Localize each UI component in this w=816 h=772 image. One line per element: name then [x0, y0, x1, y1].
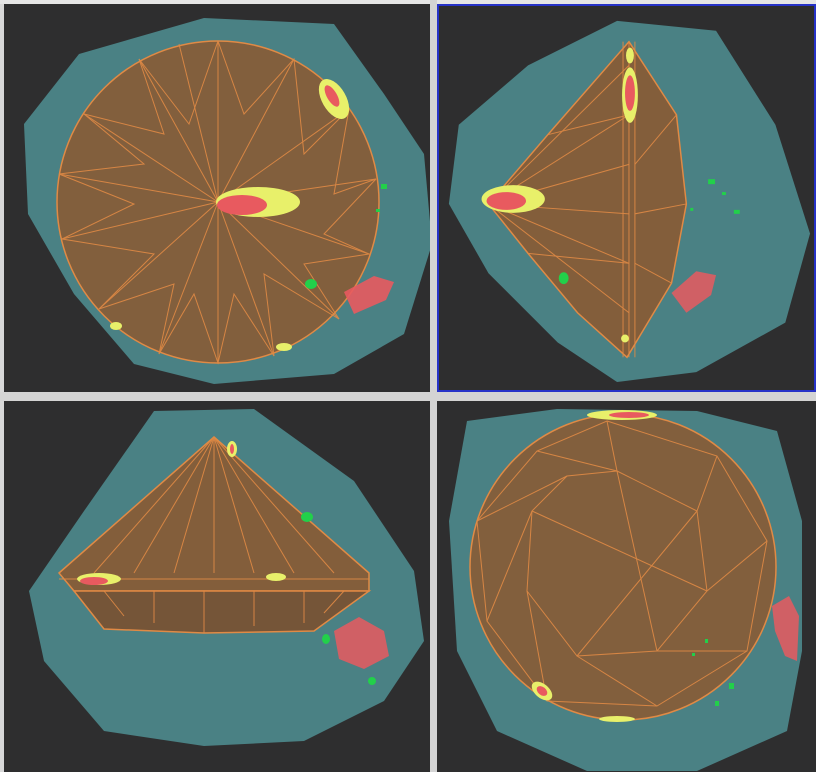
inclusion-green: [692, 639, 734, 706]
inclusion-green: [305, 184, 387, 289]
top-strip: [0, 0, 816, 4]
inclusion-green: [301, 512, 376, 685]
inclusion-red-cluster: [772, 596, 799, 661]
cut-gem-pavilion: [469, 413, 777, 721]
inclusion-red-cluster: [671, 271, 717, 313]
cut-gem-pavilion: [72, 590, 372, 634]
inclusion-red-cluster: [344, 276, 394, 314]
viewport-bottom-right[interactable]: [437, 401, 816, 772]
inclusion-needle: [110, 79, 350, 351]
inclusion-needle: [481, 47, 638, 343]
viewport-bottom-left[interactable]: [4, 401, 430, 772]
gem-model-bottom-view: [449, 409, 802, 771]
inclusion-needle: [77, 441, 286, 585]
gem-model-front-view: [29, 409, 424, 746]
viewport-top-right[interactable]: [437, 4, 816, 392]
viewport-top-left[interactable]: [4, 4, 430, 392]
inclusion-green: [558, 179, 740, 285]
horizontal-splitter[interactable]: [0, 392, 816, 401]
facet-lines: [58, 40, 377, 365]
vertical-splitter[interactable]: [430, 0, 437, 772]
inclusion-red-cluster: [334, 617, 389, 669]
inclusion-needle: [531, 410, 657, 722]
cut-gem-pavilion: [487, 40, 688, 359]
gem-model-side-view: [448, 20, 811, 383]
facet-lines: [476, 420, 768, 707]
gem-model-top-view: [24, 18, 430, 384]
